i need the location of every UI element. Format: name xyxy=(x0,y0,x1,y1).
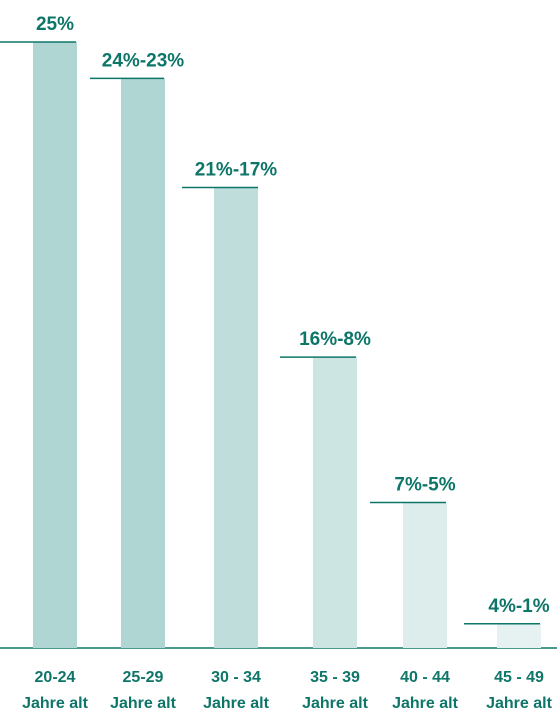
bars-layer xyxy=(0,41,541,649)
bar-6 xyxy=(497,623,541,648)
data-label-1: 25% xyxy=(36,14,74,35)
x-tick-label-4: 35 - 39 xyxy=(310,669,360,686)
data-label-3: 21%-17% xyxy=(195,159,277,180)
x-tick-sublabel-4: Jahre alt xyxy=(302,695,368,712)
data-label-2: 24%-23% xyxy=(102,50,184,71)
data-label-5: 7%-5% xyxy=(394,475,455,496)
bar-1 xyxy=(33,42,77,648)
labels-layer: 25% 20-24 Jahre alt 24%-23% 25-29 Jahre alt 21… xyxy=(22,14,552,712)
data-label-4: 16%-8% xyxy=(299,329,371,350)
x-tick-sublabel-6: Jahre alt xyxy=(486,695,552,712)
x-tick-label-2: 25-29 xyxy=(123,669,164,686)
data-label-6: 4%-1% xyxy=(488,596,549,617)
x-tick-label-3: 30 - 34 xyxy=(211,669,261,686)
x-tick-label-1: 20-24 xyxy=(35,669,76,686)
x-tick-label-5: 40 - 44 xyxy=(400,669,450,686)
x-tick-sublabel-1: Jahre alt xyxy=(22,695,88,712)
bar-3 xyxy=(214,187,258,648)
x-tick-label-6: 45 - 49 xyxy=(494,669,544,686)
x-tick-sublabel-3: Jahre alt xyxy=(203,695,269,712)
bar-5 xyxy=(403,502,447,648)
bar-4 xyxy=(313,357,357,648)
x-tick-sublabel-5: Jahre alt xyxy=(392,695,458,712)
x-tick-sublabel-2: Jahre alt xyxy=(110,695,176,712)
bar-2 xyxy=(121,78,165,649)
